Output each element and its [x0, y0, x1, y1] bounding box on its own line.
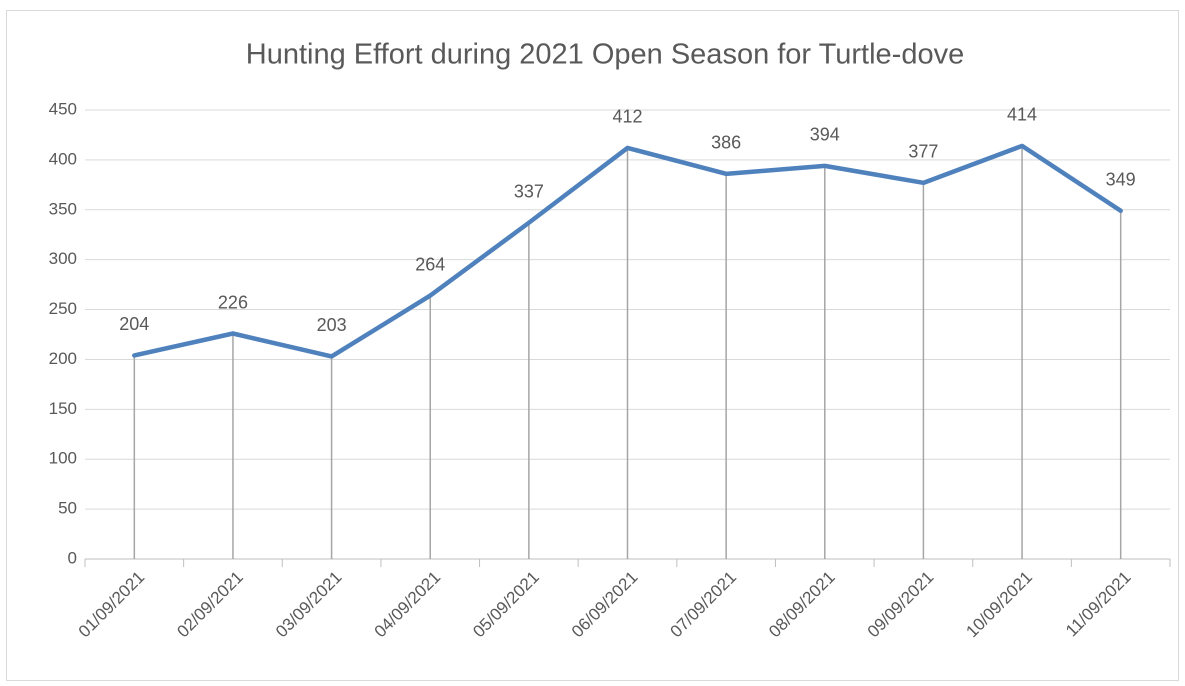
data-label: 386: [711, 133, 741, 153]
y-tick-label: 250: [49, 299, 77, 318]
y-tick-label: 350: [49, 199, 77, 218]
data-label: 337: [514, 181, 544, 201]
series-line: [132, 143, 1123, 359]
chart-title: Hunting Effort during 2021 Open Season f…: [246, 39, 964, 71]
data-label: 226: [218, 292, 248, 312]
y-tick-label: 200: [49, 349, 77, 368]
data-label: 204: [119, 314, 149, 334]
y-tick-label: 400: [49, 149, 77, 168]
y-tick-label: 150: [49, 399, 77, 418]
data-label: 203: [317, 315, 347, 335]
data-label: 414: [1007, 105, 1037, 125]
y-tick-label: 100: [49, 449, 77, 468]
data-label: 264: [415, 254, 445, 274]
y-tick-label: 0: [68, 548, 77, 567]
chart-border: [6, 10, 1179, 681]
data-label: 349: [1106, 170, 1136, 190]
y-tick-label: 50: [58, 499, 77, 518]
y-tick-label: 300: [49, 249, 77, 268]
data-label: 412: [612, 107, 642, 127]
data-label: 394: [810, 125, 840, 145]
y-tick-label: 450: [49, 99, 77, 118]
data-label: 377: [908, 142, 938, 162]
